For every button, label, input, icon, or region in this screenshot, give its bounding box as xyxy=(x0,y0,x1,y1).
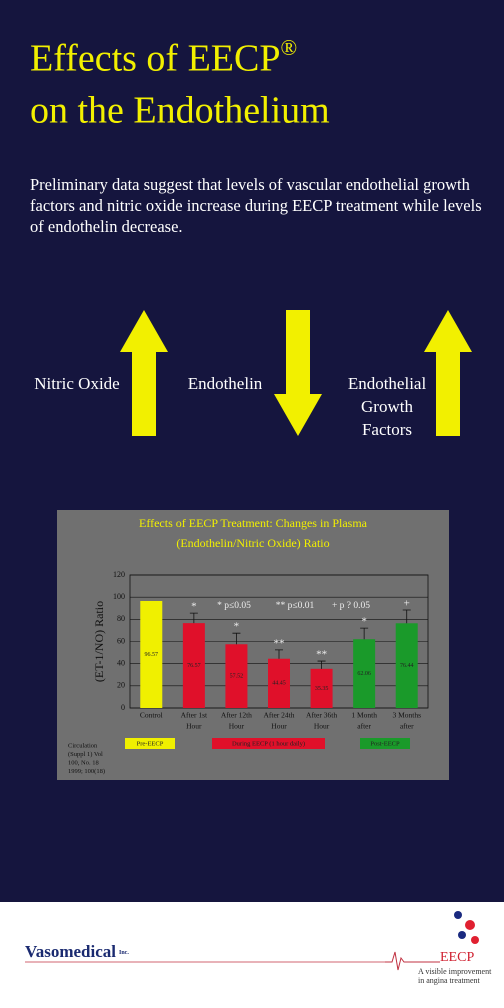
significance-legend: + p ? 0.05 xyxy=(332,601,370,611)
y-tick-label: 100 xyxy=(113,592,125,601)
brand: Vasomedical Inc. xyxy=(25,942,129,961)
tagline: A visible improvement xyxy=(418,967,492,976)
intro: factors and nitric oxide increase during… xyxy=(30,196,482,215)
arrow xyxy=(120,310,168,436)
group-legend-label: Pre-EECP xyxy=(137,740,164,747)
pulse-line xyxy=(385,951,440,971)
bar xyxy=(268,658,290,708)
arrow-label: Endothelin xyxy=(188,374,263,393)
title-mark: ® xyxy=(280,35,297,60)
intro: Preliminary data suggest that levels of … xyxy=(30,175,471,194)
value-label: 96.57 xyxy=(145,652,159,658)
x-tick-label: Hour xyxy=(314,722,330,731)
bar xyxy=(225,644,248,708)
significance-marker: ** xyxy=(316,649,327,661)
y-tick-label: 40 xyxy=(117,658,125,667)
significance-marker: * xyxy=(361,616,367,628)
value-label: 62.06 xyxy=(357,671,371,677)
x-tick-label: Hour xyxy=(271,722,287,731)
significance-marker: ** xyxy=(274,637,285,649)
value-label: 44.45 xyxy=(272,681,286,687)
arrow xyxy=(424,310,472,436)
arrow-label: Endothelial xyxy=(348,374,427,393)
arrow-label: Factors xyxy=(362,420,412,439)
value-label: 76.57 xyxy=(187,663,201,669)
tagline: in angina treatment xyxy=(418,976,481,985)
bar xyxy=(353,639,376,708)
x-tick-label: After 1st xyxy=(181,711,208,720)
value-label: 57.52 xyxy=(230,673,244,679)
y-tick-label: 20 xyxy=(117,681,125,690)
significance-marker: * xyxy=(191,601,197,613)
bar xyxy=(310,668,333,708)
bar xyxy=(182,623,205,708)
logo-dot xyxy=(454,911,462,919)
x-tick-label: Hour xyxy=(229,722,245,731)
citation: 1999; 100(18) xyxy=(68,768,105,775)
logo-dot xyxy=(465,920,475,930)
x-tick-label: After 12th xyxy=(221,711,252,720)
error-bar xyxy=(232,632,241,645)
chart-panel xyxy=(57,510,449,780)
citation: (Suppl 1) Vol xyxy=(68,751,103,758)
x-tick-label: Control xyxy=(140,711,163,720)
value-label: 35.35 xyxy=(315,686,329,692)
bar xyxy=(395,623,418,708)
error-bar xyxy=(189,612,198,624)
intro: of endothelin decrease. xyxy=(30,217,183,236)
chart-title: (Endothelin/Nitric Oxide) Ratio xyxy=(176,536,329,550)
logo-dot xyxy=(458,931,466,939)
y-axis-label: (ET-1/NO) Ratio xyxy=(92,601,106,682)
group-legend-label: Post-EECP xyxy=(370,740,400,747)
arrow-label: Growth xyxy=(361,397,413,416)
x-tick-label: after xyxy=(400,722,414,731)
group-legend-box xyxy=(125,738,175,749)
significance-legend: * p≤0.05 xyxy=(217,601,251,611)
title: Effects of EECP® xyxy=(30,35,297,80)
arrow xyxy=(274,310,322,436)
logo-dot xyxy=(471,936,479,944)
citation: 100, No. 18 xyxy=(68,759,99,766)
group-legend-box xyxy=(212,738,325,749)
x-tick-label: 3 Months xyxy=(392,711,421,720)
significance-marker: * xyxy=(234,621,240,633)
y-tick-label: 80 xyxy=(117,614,125,623)
y-tick-label: 120 xyxy=(113,570,125,579)
chart-title: Effects of EECP Treatment: Changes in Pl… xyxy=(139,516,368,530)
bar xyxy=(140,600,163,708)
error-bar xyxy=(360,627,369,640)
x-tick-label: After 36th xyxy=(306,711,337,720)
footer-background xyxy=(0,902,504,1008)
y-tick-label: 60 xyxy=(117,636,125,645)
citation: Circulation xyxy=(68,742,98,749)
y-tick-label: 0 xyxy=(121,703,125,712)
group-legend-box xyxy=(360,738,410,749)
logo: EECP xyxy=(440,950,474,965)
group-legend-label: During EECP (1 hour daily) xyxy=(232,740,305,747)
title: on the Endothelium xyxy=(30,90,330,132)
value-label: 76.44 xyxy=(400,663,414,669)
error-bar xyxy=(402,609,411,624)
significance-legend: ** p≤0.01 xyxy=(276,601,315,611)
error-bar xyxy=(275,649,283,659)
x-tick-label: after xyxy=(357,722,371,731)
brand-suffix: Inc. xyxy=(119,950,129,956)
error-bar xyxy=(317,660,326,669)
x-tick-label: After 24th xyxy=(263,711,294,720)
arrow-label: Nitric Oxide xyxy=(34,374,119,393)
x-tick-label: Hour xyxy=(186,722,202,731)
x-tick-label: 1 Month xyxy=(351,711,377,720)
significance-marker: + xyxy=(404,598,410,610)
